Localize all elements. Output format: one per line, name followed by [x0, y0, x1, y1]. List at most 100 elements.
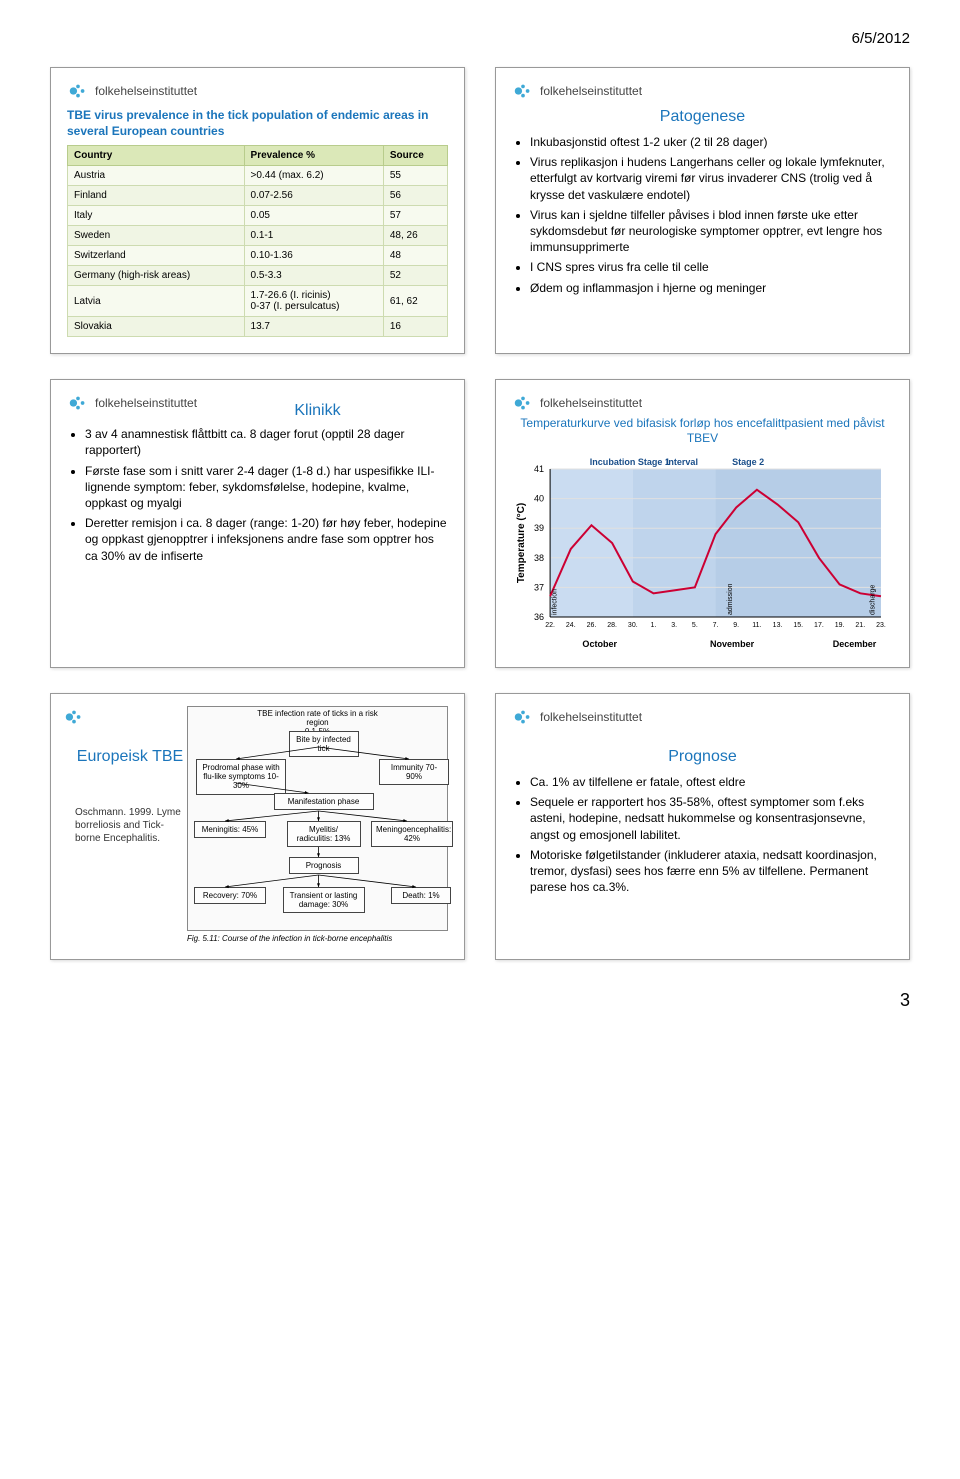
- slide5-citation: Oschmann. 1999. Lyme borreliosis and Tic…: [75, 806, 185, 845]
- page-number: 3: [50, 990, 910, 1011]
- svg-text:41: 41: [534, 464, 544, 474]
- table-header: Country: [68, 146, 245, 166]
- svg-text:admission: admission: [727, 583, 734, 615]
- svg-text:infection: infection: [552, 589, 559, 615]
- svg-text:3.: 3.: [671, 622, 677, 629]
- slide3-title: Klinikk: [187, 402, 448, 420]
- logo: folkehelseinstituttet: [67, 80, 448, 102]
- svg-text:24.: 24.: [566, 622, 576, 629]
- row-1: folkehelseinstituttet TBE virus prevalen…: [50, 67, 910, 354]
- slide4-title: Temperaturkurve ved bifasisk forløp hos …: [512, 416, 893, 445]
- svg-text:36: 36: [534, 612, 544, 622]
- svg-text:26.: 26.: [587, 622, 597, 629]
- table-row: Finland0.07-2.5656: [68, 186, 448, 206]
- flow-node: Bite by infected tick: [289, 731, 359, 757]
- svg-text:Interval: Interval: [666, 457, 698, 467]
- slide-europeisk-tbe: Europeisk TBE Oschmann. 1999. Lyme borre…: [50, 693, 465, 960]
- svg-text:7.: 7.: [713, 622, 719, 629]
- svg-text:13.: 13.: [773, 622, 783, 629]
- flow-node: Prodromal phase with flu-like symptoms 1…: [196, 759, 286, 795]
- temperature-chart: Incubation Stage 1IntervalStage 23637383…: [512, 451, 893, 651]
- table-row: Switzerland0.10-1.3648: [68, 246, 448, 266]
- prevalence-table: CountryPrevalence %Source Austria>0.44 (…: [67, 145, 448, 337]
- svg-text:23.: 23.: [876, 622, 886, 629]
- fhi-logo-icon: [67, 80, 89, 102]
- fhi-logo-icon: [512, 80, 534, 102]
- svg-text:Incubation Stage 1: Incubation Stage 1: [590, 457, 670, 467]
- svg-text:November: November: [710, 639, 755, 649]
- slide5-title: Europeisk TBE: [75, 748, 185, 766]
- flow-node: Myelitis/ radiculitis: 13%: [287, 821, 361, 847]
- flow-node: Manifestation phase: [274, 793, 374, 810]
- svg-text:17.: 17.: [814, 622, 824, 629]
- list-item: Ødem og inflammasjon i hjerne og meninge…: [530, 280, 893, 296]
- logo: folkehelseinstituttet: [512, 80, 893, 102]
- logo-text: folkehelseinstituttet: [540, 84, 642, 98]
- logo-text: folkehelseinstituttet: [540, 710, 642, 724]
- svg-text:37: 37: [534, 582, 544, 592]
- svg-text:11.: 11.: [752, 622, 761, 629]
- flow-caption: Fig. 5.11: Course of the infection in ti…: [187, 934, 448, 943]
- flow-node: Prognosis: [289, 857, 359, 874]
- table-row: Sweden0.1-148, 26: [68, 226, 448, 246]
- svg-text:39: 39: [534, 523, 544, 533]
- svg-text:December: December: [833, 639, 877, 649]
- slide6-bullets: Ca. 1% av tilfellene er fatale, oftest e…: [512, 774, 893, 895]
- svg-text:Temperature (°C): Temperature (°C): [516, 503, 527, 583]
- fhi-logo-icon: [67, 392, 89, 414]
- svg-text:22.: 22.: [545, 622, 555, 629]
- list-item: Sequele er rapportert hos 35-58%, oftest…: [530, 794, 893, 843]
- list-item: Ca. 1% av tilfellene er fatale, oftest e…: [530, 774, 893, 790]
- slide-prognose: folkehelseinstituttet Prognose Ca. 1% av…: [495, 693, 910, 960]
- svg-text:5.: 5.: [692, 622, 698, 629]
- slide3-bullets: 3 av 4 anamnestisk flåttbitt ca. 8 dager…: [67, 426, 448, 564]
- flow-node: Recovery: 70%: [194, 887, 266, 904]
- fhi-logo-icon: [512, 706, 534, 728]
- svg-text:discharge: discharge: [869, 585, 876, 615]
- slide1-title: TBE virus prevalence in the tick populat…: [67, 108, 448, 139]
- list-item: Virus replikasjon i hudens Langerhans ce…: [530, 154, 893, 203]
- svg-text:28.: 28.: [607, 622, 617, 629]
- svg-text:40: 40: [534, 494, 544, 504]
- slide2-title: Patogenese: [512, 108, 893, 126]
- slide-klinikk: folkehelseinstituttet Klinikk 3 av 4 ana…: [50, 379, 465, 668]
- table-header: Source: [383, 146, 447, 166]
- svg-text:38: 38: [534, 553, 544, 563]
- svg-text:9.: 9.: [733, 622, 739, 629]
- row-2: folkehelseinstituttet Klinikk 3 av 4 ana…: [50, 379, 910, 668]
- table-row: Slovakia13.716: [68, 317, 448, 337]
- slide6-title: Prognose: [512, 748, 893, 766]
- table-row: Italy0.0557: [68, 206, 448, 226]
- svg-text:1.: 1.: [651, 622, 657, 629]
- logo-text: folkehelseinstituttet: [95, 84, 197, 98]
- logo: folkehelseinstituttet: [512, 706, 893, 728]
- list-item: Inkubasjonstid oftest 1-2 uker (2 til 28…: [530, 134, 893, 150]
- slide-tempchart: folkehelseinstituttet Temperaturkurve ve…: [495, 379, 910, 668]
- svg-text:19.: 19.: [835, 622, 845, 629]
- list-item: Virus kan i sjeldne tilfeller påvises i …: [530, 207, 893, 256]
- page-date: 6/5/2012: [50, 30, 910, 47]
- list-item: Deretter remisjon i ca. 8 dager (range: …: [85, 515, 448, 564]
- table-row: Germany (high-risk areas)0.5-3.352: [68, 266, 448, 286]
- list-item: Motoriske følgetilstander (inkluderer at…: [530, 847, 893, 896]
- flow-node: Meningoencephalitis: 42%: [371, 821, 453, 847]
- logo-text: folkehelseinstituttet: [95, 396, 197, 410]
- list-item: I CNS spres virus fra celle til celle: [530, 259, 893, 275]
- list-item: Første fase som i snitt varer 2-4 dager …: [85, 463, 448, 512]
- fhi-logo-icon: [63, 706, 85, 728]
- fhi-logo-icon: [512, 392, 534, 414]
- svg-text:21.: 21.: [855, 622, 865, 629]
- table-row: Latvia1.7-26.6 (I. ricinis) 0-37 (I. per…: [68, 286, 448, 317]
- flow-node: Death: 1%: [391, 887, 451, 904]
- flow-node: Immunity 70-90%: [379, 759, 449, 785]
- logo-text: folkehelseinstituttet: [540, 396, 642, 410]
- logo: folkehelseinstituttet: [512, 392, 893, 414]
- slide-patogenese: folkehelseinstituttet Patogenese Inkubas…: [495, 67, 910, 354]
- flow-node: Meningitis: 45%: [194, 821, 266, 838]
- flow-diagram: TBE infection rate of ticks in a risk re…: [187, 706, 448, 931]
- table-header: Prevalence %: [244, 146, 383, 166]
- slide-prevalence: folkehelseinstituttet TBE virus prevalen…: [50, 67, 465, 354]
- list-item: 3 av 4 anamnestisk flåttbitt ca. 8 dager…: [85, 426, 448, 458]
- svg-text:15.: 15.: [793, 622, 803, 629]
- slide2-bullets: Inkubasjonstid oftest 1-2 uker (2 til 28…: [512, 134, 893, 296]
